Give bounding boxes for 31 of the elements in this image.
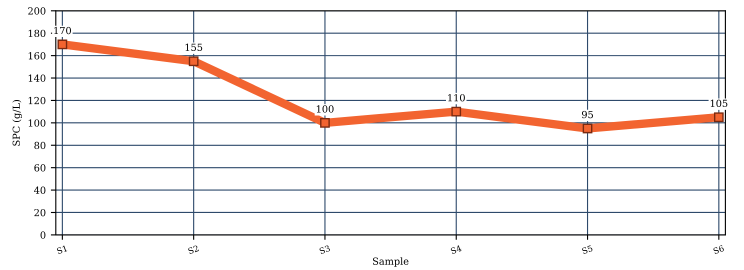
y-tick-label: 40 bbox=[34, 186, 46, 194]
x-tick-label: S1 bbox=[56, 245, 68, 254]
data-label: 95 bbox=[582, 110, 593, 118]
y-tick-label: 180 bbox=[28, 30, 46, 38]
y-tick-label: 80 bbox=[34, 142, 46, 150]
y-tick-label: 60 bbox=[34, 164, 46, 172]
x-tick-label: S4 bbox=[450, 244, 462, 254]
y-tick-label: 20 bbox=[34, 208, 46, 216]
x-tick-label: S5 bbox=[582, 244, 593, 254]
x-tick-label: S6 bbox=[712, 244, 724, 254]
y-tick-label: 140 bbox=[28, 74, 46, 82]
point bbox=[188, 56, 199, 66]
x-axis-title: Sample bbox=[373, 257, 408, 267]
point bbox=[58, 40, 68, 50]
x-tick-label: S3 bbox=[319, 244, 330, 254]
point bbox=[451, 106, 462, 117]
y-tick-label: 200 bbox=[28, 7, 46, 15]
y-tick-label: 100 bbox=[28, 119, 46, 127]
data-label: 170 bbox=[54, 26, 71, 34]
y-axis-title: SPC (g/L) bbox=[12, 100, 22, 146]
y-tick-label: 0 bbox=[40, 231, 46, 239]
data-label: 155 bbox=[186, 44, 202, 52]
data-label: 100 bbox=[316, 105, 334, 113]
y-tick-label: 120 bbox=[28, 96, 46, 104]
y-tick-label: 160 bbox=[28, 52, 46, 60]
point bbox=[582, 124, 592, 134]
x-tick-label: S2 bbox=[188, 245, 199, 254]
data-label: 105 bbox=[710, 100, 728, 108]
data-label: 110 bbox=[448, 94, 465, 102]
point bbox=[714, 112, 724, 122]
point bbox=[320, 118, 330, 128]
